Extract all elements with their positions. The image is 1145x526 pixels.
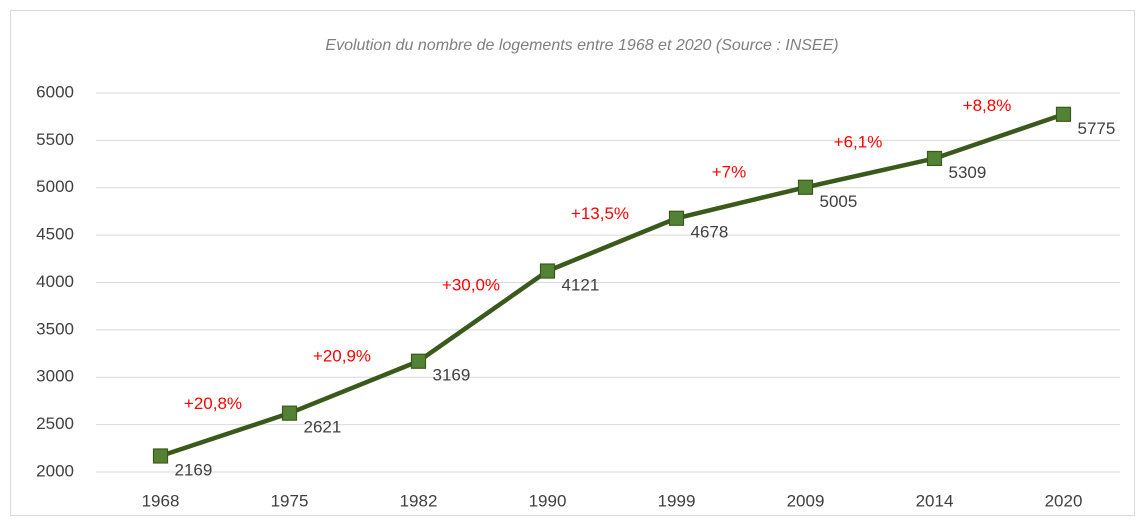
data-label: 5775	[1078, 119, 1116, 138]
y-tick-label: 2500	[36, 414, 74, 433]
x-tick-label: 2020	[1045, 491, 1083, 510]
x-tick-label: 1975	[271, 491, 309, 510]
x-tick-label: 1990	[529, 491, 567, 510]
annotation: +13,5%	[571, 204, 629, 223]
data-label: 3169	[433, 366, 471, 385]
y-tick-label: 4500	[36, 225, 74, 244]
marker	[539, 263, 556, 279]
marker	[1055, 106, 1072, 122]
annotation: +7%	[712, 162, 747, 181]
chart-title: Evolution du nombre de logements entre 1…	[325, 37, 838, 54]
y-tick-label: 5000	[36, 177, 74, 196]
marker	[797, 179, 814, 195]
marker	[410, 353, 427, 369]
marker	[926, 150, 943, 167]
data-label: 2621	[304, 418, 342, 437]
y-tick-label: 3000	[36, 367, 74, 386]
y-tick-label: 2000	[36, 461, 74, 480]
marker	[281, 405, 298, 421]
data-label: 4121	[562, 276, 600, 295]
y-tick-label: 6000	[36, 82, 74, 101]
x-tick-label: 1999	[658, 491, 696, 510]
data-label: 5309	[949, 163, 987, 182]
marker	[152, 448, 169, 464]
annotation: +30,0%	[442, 276, 500, 295]
annotation: +8,8%	[963, 96, 1012, 115]
annotation: +6,1%	[834, 132, 883, 151]
annotation: +20,9%	[313, 347, 371, 366]
x-tick-label: 1982	[400, 491, 438, 510]
series-line	[159, 112, 1065, 459]
y-tick-label: 5500	[36, 130, 74, 149]
data-label: 4678	[691, 223, 729, 242]
y-tick-label: 4000	[36, 272, 74, 291]
data-label: 2169	[175, 460, 213, 479]
x-tick-label: 1968	[142, 491, 180, 510]
marker	[668, 210, 685, 226]
annotation: +20,8%	[184, 394, 242, 413]
y-tick-label: 3500	[36, 319, 74, 338]
x-tick-label: 2009	[787, 491, 825, 510]
data-label: 5005	[820, 192, 858, 211]
x-tick-label: 2014	[916, 491, 954, 510]
